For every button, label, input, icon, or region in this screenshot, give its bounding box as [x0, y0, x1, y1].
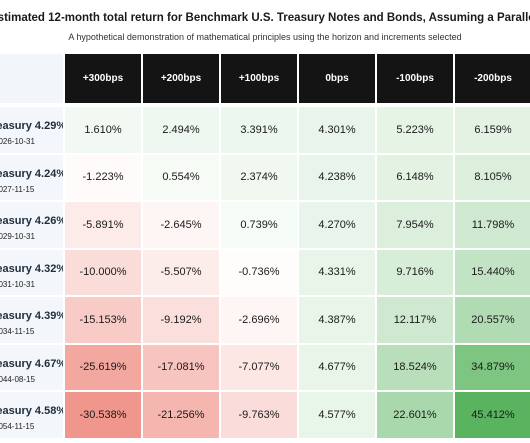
maturity-date: 2054-11-15 — [0, 422, 35, 431]
return-cell: 6.148% — [377, 154, 453, 200]
return-cell: 18.524% — [377, 344, 453, 390]
column-header: +300bps — [65, 54, 141, 103]
return-cell: -5.891% — [65, 202, 141, 248]
return-cell: -1.223% — [65, 154, 141, 200]
return-cell: -0.736% — [221, 249, 297, 295]
maturity-date: 2029-10-31 — [0, 232, 35, 241]
return-cell: -21.256% — [143, 392, 219, 438]
return-cell: -30.538% — [65, 392, 141, 438]
return-cell: 4.577% — [299, 392, 375, 438]
column-header: +200bps — [143, 54, 219, 103]
return-cell: 11.798% — [455, 202, 530, 248]
row-label: Treasury 4.26% 2029-10-31 — [0, 202, 63, 248]
return-cell: -15.153% — [65, 297, 141, 343]
security-name: Treasury 4.26% — [0, 215, 63, 227]
return-cell: 2.494% — [143, 107, 219, 153]
return-cell: -10.000% — [65, 249, 141, 295]
return-cell: 4.270% — [299, 202, 375, 248]
return-cell: 5.223% — [377, 107, 453, 153]
return-cell: -5.507% — [143, 249, 219, 295]
return-cell: -7.077% — [221, 344, 297, 390]
row-label: Treasury 4.29% 2026-10-31 — [0, 107, 63, 153]
column-header: +100bps — [221, 54, 297, 103]
return-cell: -9.192% — [143, 297, 219, 343]
return-cell: 45.412% — [455, 392, 530, 438]
return-cell: -17.081% — [143, 344, 219, 390]
return-cell: 15.440% — [455, 249, 530, 295]
maturity-date: 2027-11-15 — [0, 184, 35, 194]
row-label: Treasury 4.24% 2027-11-15 — [0, 154, 63, 200]
column-header: -200bps — [455, 54, 530, 103]
return-cell: -25.619% — [65, 344, 141, 390]
chart-title: Estimated 12-month total return for Benc… — [0, 12, 530, 24]
row-label: Treasury 4.58% 2054-11-15 — [0, 392, 63, 438]
return-cell: 12.117% — [377, 297, 453, 343]
security-name: Treasury 4.58% — [0, 405, 63, 417]
return-cell: 20.557% — [455, 297, 530, 343]
return-cell: 9.716% — [377, 249, 453, 295]
maturity-date: 2044-08-15 — [0, 374, 35, 384]
maturity-date: 2034-11-15 — [0, 327, 35, 336]
return-cell: 0.739% — [221, 202, 297, 248]
row-label: Treasury 4.67% 2044-08-15 — [0, 344, 63, 390]
return-cell: 0.554% — [143, 154, 219, 200]
column-header: -100bps — [377, 54, 453, 103]
return-cell: 34.879% — [455, 344, 530, 390]
return-cell: 7.954% — [377, 202, 453, 248]
return-cell: 22.601% — [377, 392, 453, 438]
return-cell: -2.696% — [221, 297, 297, 343]
return-cell: 4.387% — [299, 297, 375, 343]
return-cell: 4.331% — [299, 249, 375, 295]
return-cell: 2.374% — [221, 154, 297, 200]
row-label: Treasury 4.39% 2034-11-15 — [0, 297, 63, 343]
return-cell: 6.159% — [455, 107, 530, 153]
return-cell: 4.301% — [299, 107, 375, 153]
maturity-date: 2026-10-31 — [0, 137, 35, 146]
header-corner — [0, 54, 63, 103]
security-name: Treasury 4.32% — [0, 262, 63, 275]
return-cell: 4.677% — [299, 344, 375, 390]
return-cell: 3.391% — [221, 107, 297, 153]
chart-subtitle: A hypothetical demonstration of mathemat… — [68, 32, 462, 42]
security-name: Treasury 4.67% — [0, 357, 63, 370]
return-cell: 4.238% — [299, 154, 375, 200]
return-cell: -9.763% — [221, 392, 297, 438]
return-cell: 8.105% — [455, 154, 530, 200]
security-name: Treasury 4.24% — [0, 167, 63, 180]
security-name: Treasury 4.39% — [0, 310, 63, 322]
return-cell: -2.645% — [143, 202, 219, 248]
security-name: Treasury 4.29% — [0, 120, 63, 132]
return-cell: 1.610% — [65, 107, 141, 153]
column-header: 0bps — [299, 54, 375, 103]
